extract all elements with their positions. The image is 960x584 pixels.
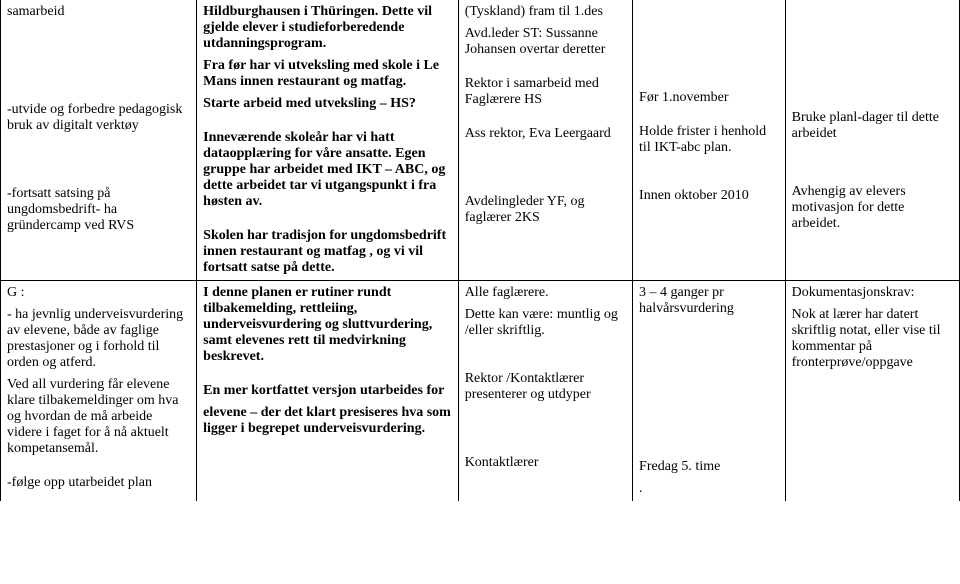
cell-r1c3: (Tyskland) fram til 1.des Avd.leder ST: … [458,0,632,281]
table-row: samarbeid -utvide og forbedre pedagogisk… [1,0,960,281]
text: - ha jevnlig underveisvurdering av eleve… [7,307,190,371]
text: Dette kan være: muntlig og /eller skrift… [465,307,626,339]
text: Avhengig av elevers motivasjon for dette… [792,184,953,232]
text-bold: Skolen har tradisjon for ungdomsbedrift … [203,228,452,276]
text: Rektor /Kontaktlærer presenterer og utdy… [465,371,626,403]
text: Nok at lærer har datert skriftlig notat,… [792,307,953,371]
text-bold: elevene – der det klart presiseres hva s… [203,405,452,437]
text: (Tyskland) fram til 1.des [465,4,626,20]
text: Avd.leder ST: Sussanne Johansen overtar … [465,26,626,58]
text-bold: Fra før har vi utveksling med skole i Le… [203,58,452,90]
text: samarbeid [7,4,190,20]
cell-r2c4: 3 – 4 ganger pr halvårsvurdering Fredag … [633,281,786,502]
cell-r2c3: Alle faglærere. Dette kan være: muntlig … [458,281,632,502]
cell-r1c2: Hildburghausen i Thüringen. Dette vil gj… [197,0,459,281]
cell-r2c2: I denne planen er rutiner rundt tilbakem… [197,281,459,502]
table-row: G : - ha jevnlig underveisvurdering av e… [1,281,960,502]
text: Dokumentasjonskrav: [792,285,953,301]
text: Kontaktlærer [465,455,626,471]
text: -fortsatt satsing på ungdomsbedrift- ha … [7,186,190,234]
text: -følge opp utarbeidet plan [7,475,190,491]
text: . [639,481,779,497]
text-bold: En mer kortfattet versjon utarbeides for [203,383,452,399]
text: 3 – 4 ganger pr halvårsvurdering [639,285,779,317]
cell-r1c4: Før 1.november Holde frister i henhold t… [633,0,786,281]
text: Før 1.november [639,90,779,106]
text-bold: I denne planen er rutiner rundt tilbakem… [203,285,452,365]
text: Rektor i samarbeid med Faglærere HS [465,76,626,108]
text: Ass rektor, Eva Leergaard [465,126,626,142]
document-table: samarbeid -utvide og forbedre pedagogisk… [0,0,960,501]
text: Ved all vurdering får elevene klare tilb… [7,377,190,457]
cell-r1c1: samarbeid -utvide og forbedre pedagogisk… [1,0,197,281]
cell-r1c5: Bruke planl-dager til dette arbeidet Avh… [785,0,959,281]
text: Avdelingleder YF, og faglærer 2KS [465,194,626,226]
cell-r2c5: Dokumentasjonskrav: Nok at lærer har dat… [785,281,959,502]
text-bold: Starte arbeid med utveksling – HS? [203,96,452,112]
text: G : [7,285,190,301]
text: Bruke planl-dager til dette arbeidet [792,110,953,142]
text-bold: Inneværende skoleår har vi hatt dataoppl… [203,130,452,210]
text: Alle faglærere. [465,285,626,301]
text: Fredag 5. time [639,459,779,475]
text: Holde frister i henhold til IKT-abc plan… [639,124,779,156]
text: Innen oktober 2010 [639,188,779,204]
cell-r2c1: G : - ha jevnlig underveisvurdering av e… [1,281,197,502]
text-bold: Hildburghausen i Thüringen. Dette vil gj… [203,4,452,52]
text: -utvide og forbedre pedagogisk bruk av d… [7,102,190,134]
